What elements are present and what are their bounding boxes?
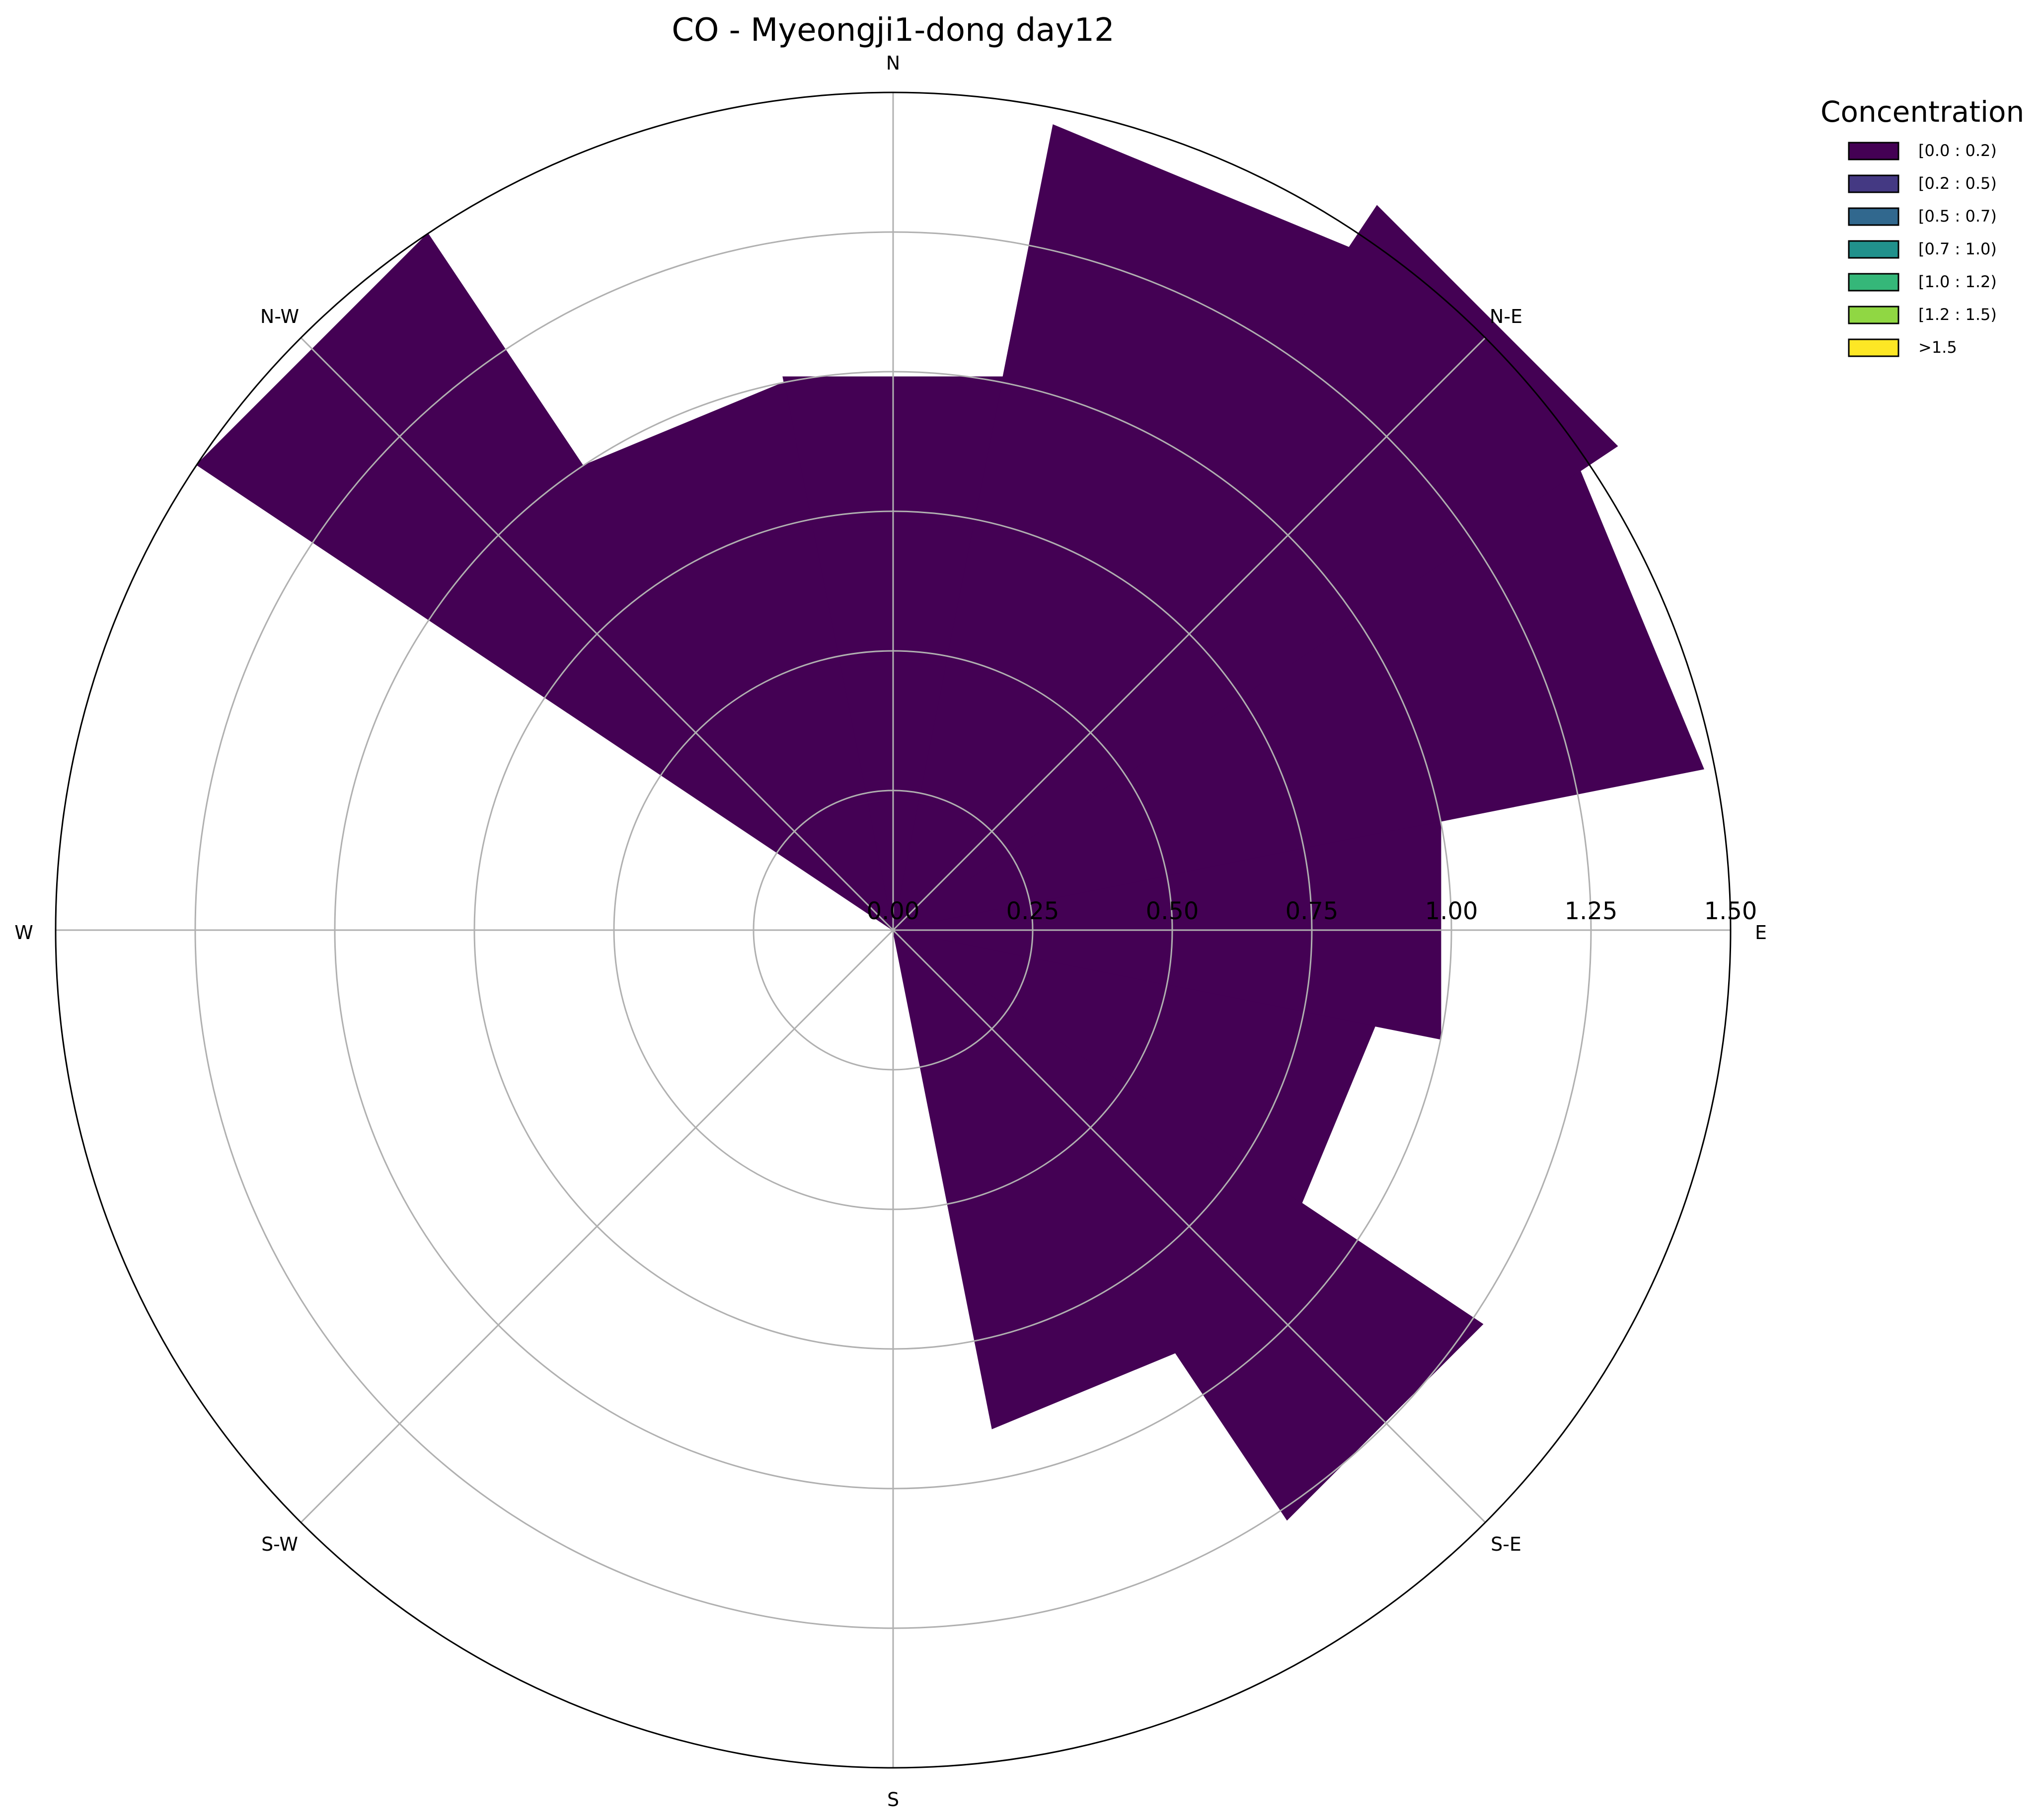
legend-swatch [1848, 306, 1899, 324]
radial-tick-label: 1.00 [1425, 897, 1478, 925]
sector-7 [893, 930, 1176, 1429]
grid-spoke [300, 337, 894, 931]
legend-label: [0.2 : 0.5) [1918, 174, 1997, 193]
chart-title: CO - Myeongji1-dong day12 [672, 12, 1115, 49]
legend-label: [1.0 : 1.2) [1918, 272, 1997, 291]
direction-labels: N N-E E S-E S S-W W N-W [14, 52, 1767, 1811]
radial-tick-labels: 0.00 0.25 0.50 0.75 1.00 1.25 1.50 [867, 897, 1757, 925]
polar-frame [55, 91, 1732, 1769]
direction-label-n: N [886, 52, 900, 74]
radial-tick-label: 1.50 [1704, 897, 1757, 925]
direction-label-w: W [14, 922, 33, 944]
direction-label-s-e: S-E [1491, 1533, 1521, 1555]
direction-label-s: S [887, 1789, 899, 1811]
legend-swatch [1848, 207, 1899, 226]
grid-layer [56, 92, 1731, 1768]
grid-spoke [892, 929, 1486, 1523]
direction-label-s-w: S-W [261, 1533, 298, 1555]
radial-tick-label: 0.25 [1006, 897, 1060, 925]
legend-label: [1.2 : 1.5) [1918, 305, 1997, 324]
radial-tick-label: 0.50 [1146, 897, 1199, 925]
legend-swatch [1848, 338, 1899, 357]
grid-spoke [892, 337, 1486, 931]
legend: Concentration [0.0 : 0.2) [0.2 : 0.5) [0.5… [1820, 95, 2024, 357]
grid-spoke [300, 929, 894, 1523]
radial-tick-label: 0.75 [1286, 897, 1339, 925]
direction-label-e: E [1755, 922, 1767, 944]
legend-swatch [1848, 273, 1899, 292]
radial-tick-label: 0.00 [867, 897, 920, 925]
legend-label: [0.5 : 0.7) [1918, 207, 1997, 226]
legend-label: >1.5 [1918, 338, 1957, 357]
direction-label-n-e: N-E [1490, 306, 1522, 327]
legend-label: [0.0 : 0.2) [1918, 141, 1997, 160]
legend-title: Concentration [1820, 95, 2024, 129]
legend-label: [0.7 : 1.0) [1918, 239, 1997, 258]
direction-label-n-w: N-W [260, 306, 299, 327]
radial-tick-label: 1.25 [1565, 897, 1618, 925]
legend-swatch [1848, 142, 1899, 160]
legend-swatch [1848, 174, 1899, 193]
legend-swatch [1848, 240, 1899, 259]
